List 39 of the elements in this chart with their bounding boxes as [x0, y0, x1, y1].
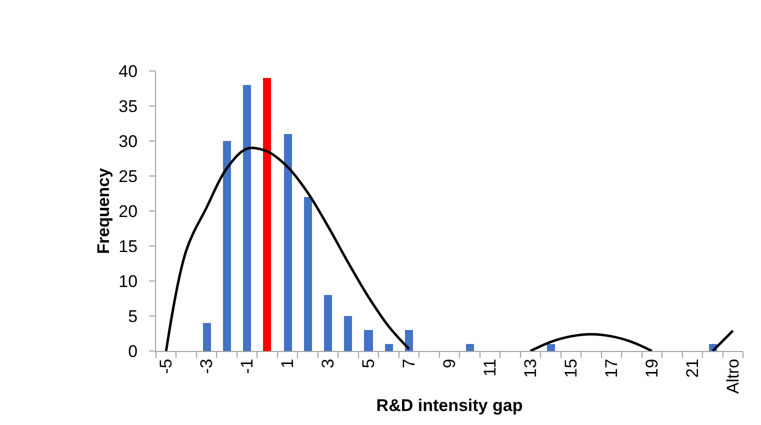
bar	[304, 197, 312, 351]
bar	[284, 134, 292, 351]
x-tick-label: -1	[238, 358, 257, 374]
x-tick-label: 21	[682, 358, 702, 378]
bar	[547, 344, 555, 351]
bar	[405, 330, 413, 351]
y-tick-label: 0	[128, 342, 138, 361]
x-tick-label: 7	[400, 358, 419, 368]
bar	[364, 330, 373, 351]
x-tick-label: 3	[318, 358, 338, 368]
y-tick-label: 25	[118, 166, 138, 186]
y-tick-label: 40	[118, 62, 138, 81]
y-tick-label: 15	[118, 236, 138, 256]
x-tick-label: 11	[480, 358, 500, 376]
x-tick-label: -3	[197, 358, 216, 374]
bar	[385, 344, 393, 351]
x-tick-label: 9	[440, 358, 460, 368]
bar	[243, 85, 251, 351]
x-tick-label: 1	[278, 358, 298, 368]
bar	[324, 295, 332, 351]
x-tick-label: Altro	[723, 358, 742, 394]
x-tick-label: 19	[642, 358, 662, 378]
y-tick-label: 30	[118, 132, 138, 151]
x-tick-label: 15	[561, 358, 580, 378]
x-tick-label: 17	[602, 358, 621, 378]
bar	[263, 78, 271, 351]
bar	[466, 344, 474, 351]
y-tick-label: 10	[118, 272, 138, 291]
x-tick-label: -5	[156, 358, 176, 374]
y-tick-label: 5	[128, 306, 138, 326]
y-axis-title: Frequency	[94, 167, 114, 254]
bar	[223, 141, 231, 351]
x-tick-label: 5	[359, 358, 378, 368]
x-axis-title: R&D intensity gap	[376, 396, 523, 416]
x-tick-label: 13	[520, 358, 540, 378]
y-tick-label: 35	[118, 96, 138, 116]
y-tick-label: 20	[118, 202, 138, 221]
bar	[344, 316, 352, 351]
bar	[203, 323, 211, 351]
